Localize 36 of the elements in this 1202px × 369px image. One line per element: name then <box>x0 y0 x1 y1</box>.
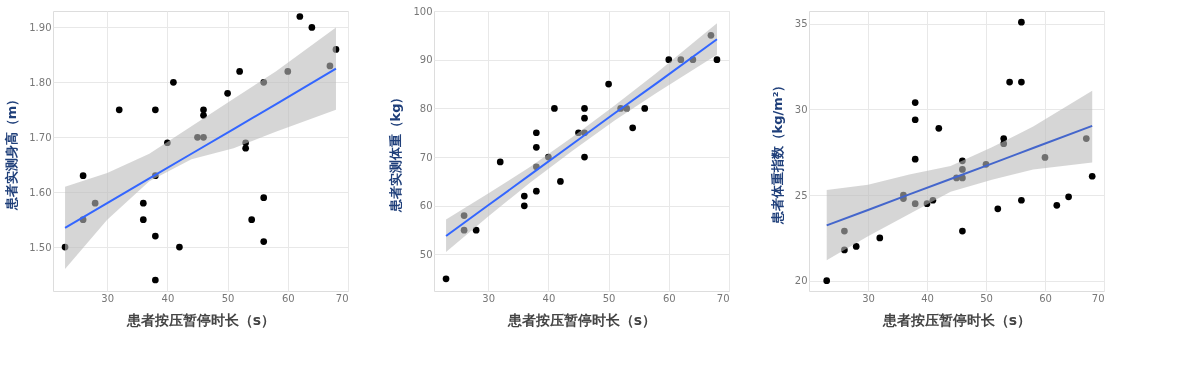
y-tick-label: 35 <box>794 18 808 30</box>
x-tick-label: 50 <box>221 292 235 304</box>
y-axis-title: 患者实测身高（m） <box>4 92 20 212</box>
x-tick-label: 70 <box>335 292 349 304</box>
x-tick-label: 40 <box>542 292 556 304</box>
x-tick-label: 40 <box>161 292 175 304</box>
y-tick-label: 80 <box>419 102 433 114</box>
y-tick-label: 1.70 <box>29 131 52 143</box>
x-tick-label: 70 <box>716 292 730 304</box>
y-tick-label: 25 <box>794 189 808 201</box>
y-tick-label: 70 <box>419 151 433 163</box>
x-tick-label: 50 <box>980 292 993 304</box>
x-tick-label: 60 <box>281 292 295 304</box>
y-tick-label: 1.60 <box>29 186 52 198</box>
x-tick-label: 30 <box>862 292 875 304</box>
y-tick-label: 1.50 <box>29 241 52 253</box>
y-axis-title: 患者体重指数（kg/m²） <box>769 78 785 226</box>
x-axis-title: 患者按压暂停时长（s） <box>506 311 657 328</box>
y-tick-label: 1.90 <box>29 21 52 33</box>
y-tick-label: 100 <box>413 5 433 17</box>
x-tick-label: 30 <box>482 292 496 304</box>
y-tick-label: 20 <box>794 275 808 287</box>
x-tick-label: 70 <box>1091 292 1105 304</box>
x-tick-label: 40 <box>921 292 934 304</box>
y-tick-label: 30 <box>794 103 808 115</box>
x-tick-label: 50 <box>602 292 616 304</box>
x-tick-label: 30 <box>101 292 115 304</box>
x-axis-title: 患者按压暂停时长（s） <box>881 311 1032 328</box>
y-tick-label: 60 <box>419 200 433 212</box>
x-tick-label: 60 <box>662 292 676 304</box>
y-tick-label: 1.80 <box>29 76 52 88</box>
x-tick-label: 60 <box>1039 292 1052 304</box>
x-axis-title: 患者按压暂停时长（s） <box>125 311 276 328</box>
y-axis-title: 患者实测体重（kg） <box>388 90 404 214</box>
y-tick-label: 90 <box>419 54 433 66</box>
y-tick-label: 50 <box>419 248 433 260</box>
